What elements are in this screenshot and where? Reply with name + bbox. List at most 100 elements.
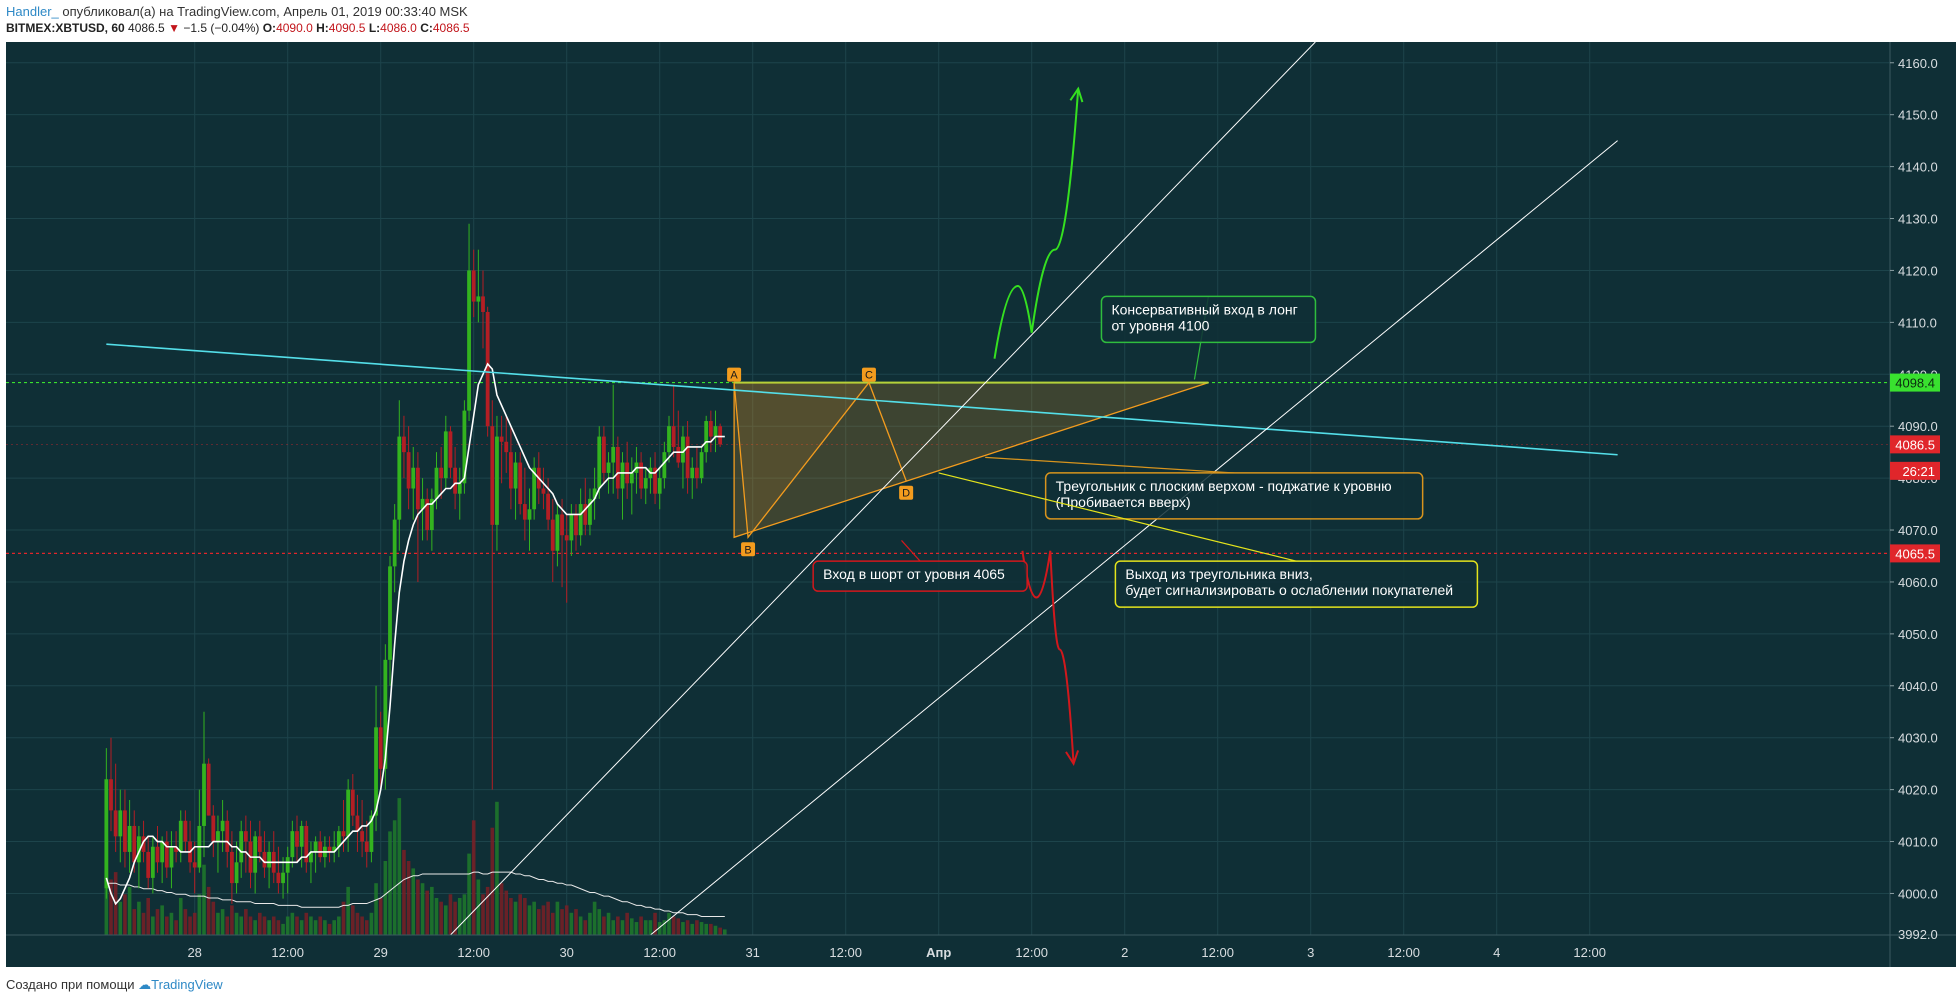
volume-bar <box>127 886 132 935</box>
time-tick-label: 12:00 <box>457 945 490 960</box>
bullish-arrow-head <box>1069 86 1084 103</box>
price-tick-label: 4070.0 <box>1898 523 1938 538</box>
volume-bar <box>625 912 629 935</box>
candle-bull <box>699 452 704 479</box>
volume-bar <box>639 916 643 935</box>
note-short-entry-box <box>812 560 1028 592</box>
candle-bull <box>476 296 481 302</box>
volume-bar <box>197 894 202 935</box>
volume-bar <box>546 901 550 935</box>
volume-bar <box>481 894 485 935</box>
tradingview-link[interactable]: TradingView <box>151 977 223 992</box>
note-triangle-box <box>1044 472 1424 520</box>
candle-bull <box>713 426 718 437</box>
volume-bar <box>411 868 416 935</box>
volume-bar <box>402 849 406 935</box>
cyan-trendline <box>106 343 1618 456</box>
candle-bear <box>416 467 420 510</box>
volume-bar <box>378 898 383 935</box>
candle-bull <box>569 514 574 541</box>
price-badge <box>1890 461 1940 480</box>
pattern-point-d <box>899 485 914 500</box>
low-label: L: <box>368 21 381 35</box>
time-tick-label: 12:00 <box>1573 945 1606 960</box>
volume-bar <box>281 923 285 935</box>
price-tick-label: 4140.0 <box>1898 160 1938 175</box>
volume-bar <box>416 879 420 935</box>
candle-bull <box>285 857 290 873</box>
candle-bear <box>230 851 234 884</box>
candle-bull <box>392 519 397 567</box>
time-tick-label: 29 <box>373 945 387 960</box>
volume-bar <box>383 861 388 935</box>
author-link[interactable]: Handler_ <box>6 4 59 19</box>
price-tick-label: 4110.0 <box>1898 315 1937 330</box>
volume-bar <box>183 909 188 935</box>
volume-bar <box>616 916 620 935</box>
volume-bar <box>653 912 657 935</box>
time-tick-label: 31 <box>745 945 759 960</box>
volume-bar <box>597 909 602 935</box>
symbol-label: BITMEX:XBTUSD, 60 <box>6 21 125 35</box>
volume-bar <box>304 912 309 935</box>
volume-bar <box>309 916 313 935</box>
candle-bear <box>583 504 588 525</box>
volume-bar <box>718 927 722 935</box>
volume-bar <box>392 820 397 935</box>
candle-bull <box>313 841 318 852</box>
abcd-fill <box>734 382 869 538</box>
volume-bar <box>476 879 481 935</box>
price-badge-label: 4065.5 <box>1895 546 1935 561</box>
candle-bull <box>332 846 337 852</box>
price-tick-label: 4010.0 <box>1898 835 1938 850</box>
volume-bar <box>662 920 667 935</box>
pattern-point-label: C <box>865 370 873 382</box>
candle-bull <box>150 846 155 878</box>
candle-bear <box>304 825 309 863</box>
volume-bar <box>583 920 588 935</box>
price-tick-label: 4000.0 <box>1898 886 1938 901</box>
candle-bear <box>378 727 383 769</box>
volume-bar <box>346 886 350 935</box>
candle-bear <box>355 815 360 832</box>
price-badge-label: 26:21 <box>1902 464 1935 479</box>
time-axis-panel[interactable] <box>6 935 1956 967</box>
volume-bar <box>630 918 634 935</box>
volume-bar <box>169 912 174 935</box>
price-axis-panel[interactable] <box>1890 42 1956 935</box>
volume-bar <box>578 916 583 935</box>
candle-bear <box>504 441 509 453</box>
volume-bar <box>439 901 443 935</box>
volume-bar <box>643 920 648 935</box>
candle-bear <box>439 467 444 479</box>
price-badge <box>1890 435 1940 454</box>
volume-bar <box>523 898 527 935</box>
volume-bar <box>369 912 374 935</box>
candle-bull <box>388 566 392 660</box>
note-long-entry-text: Консервативный вход в лонг <box>1111 301 1297 317</box>
candle-bull <box>118 810 123 837</box>
volume-bar <box>462 894 467 935</box>
candle-bear <box>402 436 406 453</box>
price-badge <box>1890 544 1940 563</box>
volume-bar <box>634 922 639 935</box>
footer-text: Создано при помощи <box>6 977 135 992</box>
pattern-point-a <box>727 367 742 382</box>
candle-bear <box>695 467 699 479</box>
time-tick-label: 12:00 <box>1015 945 1048 960</box>
candle-bear <box>448 431 453 468</box>
volume-bar <box>206 886 211 935</box>
price-tick-label: 4120.0 <box>1898 263 1938 278</box>
note-triangle-text: Треугольник с плоским верхом - поджатие … <box>1056 478 1392 494</box>
candle-bull <box>592 488 597 499</box>
volume-bar <box>685 920 690 935</box>
time-tick-label: 12:00 <box>1387 945 1420 960</box>
candle-bull <box>420 498 425 510</box>
time-tick-label: 4 <box>1493 945 1500 960</box>
candle-bear <box>653 467 657 494</box>
candle-bear <box>262 851 267 868</box>
candle-bear <box>718 426 723 445</box>
candle-bull <box>606 462 611 473</box>
volume-bar <box>537 909 541 935</box>
